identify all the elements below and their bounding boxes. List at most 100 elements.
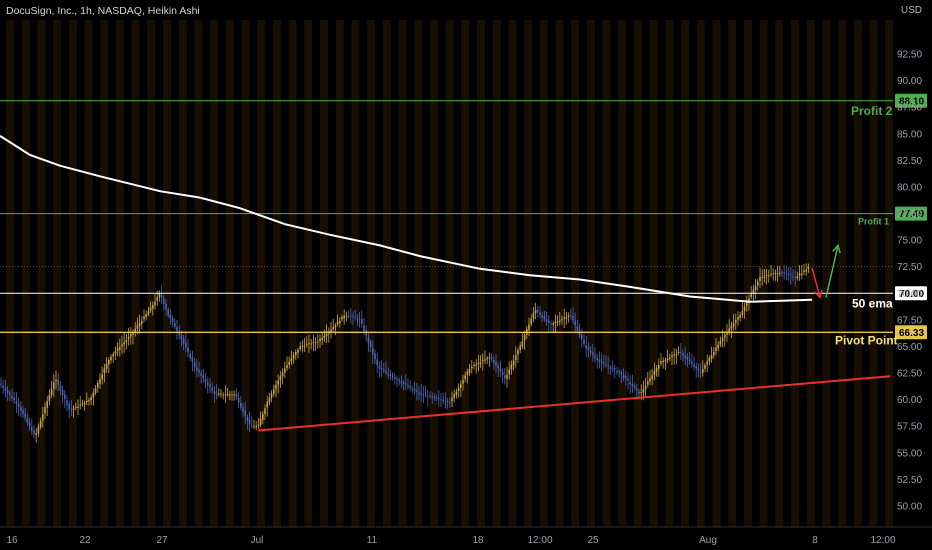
stripe xyxy=(414,20,423,527)
candle-body xyxy=(618,371,620,373)
x-tick-label: 27 xyxy=(156,535,168,546)
candle-body xyxy=(174,323,176,328)
y-tick-label: 50.00 xyxy=(897,502,922,513)
candle-body xyxy=(325,333,328,336)
arrow-down-shaft xyxy=(811,267,821,298)
candle-body xyxy=(114,351,117,354)
pivot-price-badge-label: 66.33 xyxy=(899,328,924,339)
candle-body xyxy=(501,371,504,375)
profit1-price-badge xyxy=(895,206,927,221)
candle-body xyxy=(798,273,801,276)
candle-body xyxy=(787,273,790,275)
candle-body xyxy=(499,368,502,372)
candle-body xyxy=(284,368,286,373)
candle-body xyxy=(528,324,530,330)
candle-body xyxy=(776,273,779,275)
candle-body xyxy=(633,385,636,388)
candle-body xyxy=(226,394,229,395)
y-tick-label: 82.50 xyxy=(897,156,922,167)
candle-body xyxy=(196,367,198,371)
stripe xyxy=(743,20,752,527)
candle-body xyxy=(662,360,664,362)
candle-body xyxy=(121,344,123,347)
candle-body xyxy=(686,357,689,360)
candle-body xyxy=(765,275,768,276)
candle-body xyxy=(620,372,623,375)
candle-body xyxy=(35,433,37,435)
candle-body xyxy=(387,372,389,375)
stripe xyxy=(822,20,831,527)
candle-body xyxy=(246,416,249,422)
candle-body xyxy=(704,365,706,369)
candle-body xyxy=(726,331,728,335)
candle-body xyxy=(277,380,279,385)
candle-body xyxy=(72,408,75,410)
stripe xyxy=(759,20,768,527)
candle-body xyxy=(215,393,218,394)
stripe xyxy=(257,20,266,527)
candle-body xyxy=(237,398,240,403)
candle-body xyxy=(68,404,70,409)
candle-body xyxy=(198,369,200,373)
candle-body xyxy=(42,414,44,421)
candle-body xyxy=(347,315,350,317)
candle-body xyxy=(141,320,143,324)
candle-body xyxy=(345,315,348,317)
candle-body xyxy=(594,355,596,358)
stripe xyxy=(696,20,705,527)
candle-body xyxy=(578,330,581,336)
candle-body xyxy=(658,365,660,369)
candle-body xyxy=(81,403,84,405)
candle-body xyxy=(255,426,257,427)
candle-body xyxy=(754,286,757,291)
candle-body xyxy=(299,346,301,349)
candle-body xyxy=(391,375,394,378)
candle-body xyxy=(341,317,343,320)
candle-body xyxy=(321,337,323,340)
candle-body xyxy=(171,318,174,323)
profit2-price-badge xyxy=(895,93,927,108)
level70-price-badge-label: 70.00 xyxy=(899,289,924,300)
candle-body xyxy=(312,341,315,343)
y-tick-label: 72.50 xyxy=(897,262,922,273)
candle-body xyxy=(259,419,262,425)
candle-body xyxy=(15,401,18,404)
y-tick-label: 80.00 xyxy=(897,182,922,193)
candle-body xyxy=(697,368,700,371)
candle-body xyxy=(706,361,708,365)
stripe xyxy=(6,20,14,527)
candle-body xyxy=(191,357,194,362)
candle-body xyxy=(691,361,693,364)
candle-body xyxy=(169,314,172,319)
arrow-up-head xyxy=(832,243,841,254)
candle-body xyxy=(134,328,136,332)
candle-body xyxy=(433,396,436,398)
candle-body xyxy=(550,323,552,325)
candle-body xyxy=(275,384,277,389)
candle-body xyxy=(631,384,634,387)
candle-body xyxy=(266,401,268,408)
y-tick-label: 75.00 xyxy=(897,236,922,247)
candle-body xyxy=(314,342,317,343)
candle-body xyxy=(268,397,271,403)
candle-body xyxy=(220,393,222,395)
candle-body xyxy=(143,316,145,320)
candle-body xyxy=(605,364,607,366)
candle-body xyxy=(543,316,546,319)
candle-body xyxy=(435,397,438,399)
stripe xyxy=(445,20,454,527)
candle-body xyxy=(614,368,616,370)
candle-body xyxy=(112,354,114,357)
candle-body xyxy=(152,305,154,309)
candle-body xyxy=(680,352,682,353)
x-tick-label: 16 xyxy=(6,535,18,546)
candle-body xyxy=(270,393,273,398)
candle-body xyxy=(224,394,227,396)
candle-body xyxy=(310,343,312,345)
candle-body xyxy=(233,394,235,395)
stripe xyxy=(853,20,862,527)
candle-body xyxy=(666,358,669,360)
candle-body xyxy=(160,294,163,298)
candle-body xyxy=(752,289,755,294)
